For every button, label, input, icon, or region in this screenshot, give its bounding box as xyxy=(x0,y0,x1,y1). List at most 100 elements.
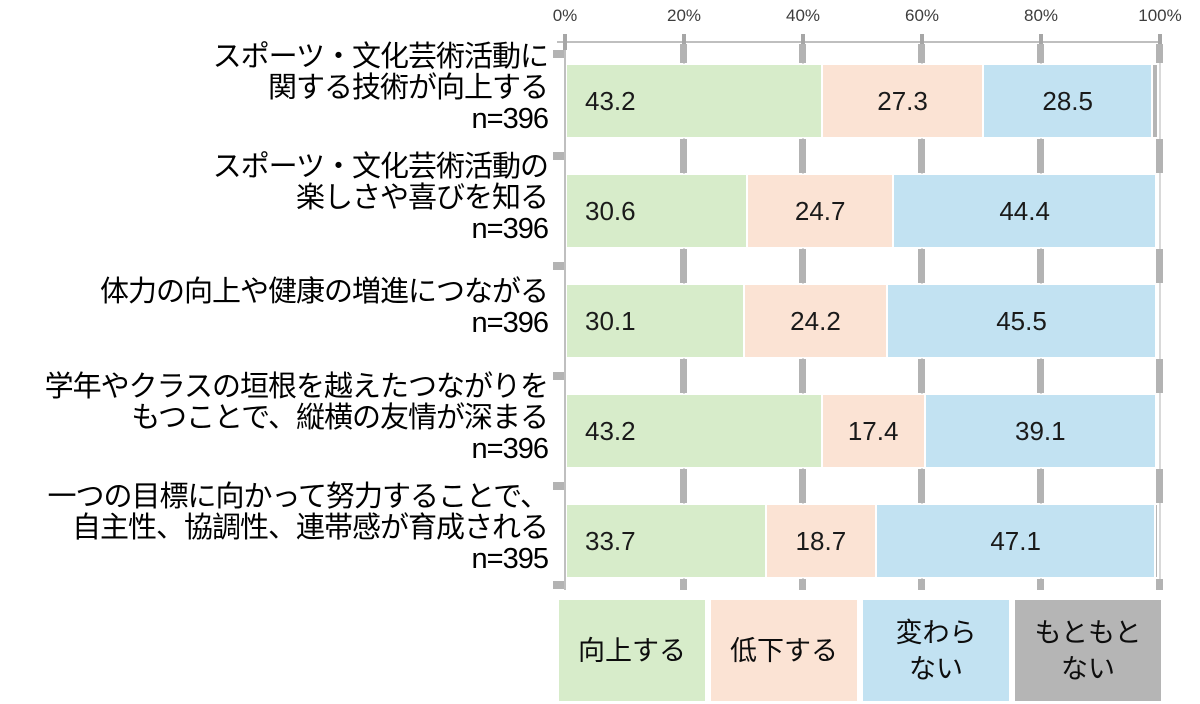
bar-value-label: 30.6 xyxy=(585,195,636,226)
x-axis-tick-label: 0% xyxy=(552,6,578,25)
gridline-tick-mark xyxy=(1037,44,1044,63)
gridline-tick-mark xyxy=(680,249,687,283)
category-label: 体力の向上や健康の増進につながる n=396 xyxy=(0,276,549,339)
category-label-line: 体力の向上や健康の増進につながる xyxy=(99,276,549,308)
bar-segment-series-1: 43.2 xyxy=(566,394,822,468)
category-label: 一つの目標に向かって努力することで、 自主性、協調性、連帯感が育成される n=395 xyxy=(0,480,549,575)
category-n-label: n=396 xyxy=(471,212,549,245)
gridline-tick-mark xyxy=(1156,469,1163,503)
category-n-label: n=396 xyxy=(471,307,549,339)
bar-segment-series-3: 44.4 xyxy=(893,174,1156,248)
category-label-line: 一つの目標に向かって努力することで、 xyxy=(47,480,549,513)
category-label-line: 楽しさや喜びを知る xyxy=(295,181,549,214)
bar-segment-series-2: 24.2 xyxy=(743,284,888,358)
bar-value-label: 43.2 xyxy=(585,415,636,446)
gridline-tick-mark xyxy=(1037,139,1044,173)
legend-item-label: 向上する xyxy=(578,635,686,666)
gridline-tick-mark xyxy=(918,469,925,503)
gridline-tick-mark xyxy=(799,139,806,173)
gridline-tick-mark xyxy=(1156,359,1163,393)
x-axis-tick-label: 100% xyxy=(1138,6,1182,25)
x-axis-tick-mark xyxy=(682,34,686,50)
legend-item-3: 変わら ない xyxy=(863,600,1009,701)
gridline-tick-mark xyxy=(1156,579,1163,590)
gridline-tick-mark xyxy=(1156,249,1163,283)
bar-value-label: 47.1 xyxy=(990,525,1041,556)
gridline-tick-mark xyxy=(799,359,806,393)
x-axis-tick-mark xyxy=(801,34,805,50)
gridline-tick-mark xyxy=(1037,249,1044,283)
gridline-tick-mark xyxy=(1156,44,1163,63)
bar-segment-series-2: 27.3 xyxy=(821,64,984,138)
x-axis-tick-mark xyxy=(920,34,924,50)
gridline-tick-mark xyxy=(918,44,925,63)
gridline-tick-mark xyxy=(680,579,687,590)
bar-segment-series-1: 43.2 xyxy=(566,64,822,138)
bar-value-label: 18.7 xyxy=(795,525,847,556)
legend-item-4: もともと ない xyxy=(1015,600,1161,701)
bar-row: 33.7 18.7 47.1 xyxy=(566,504,1158,578)
bar-segment-series-3: 28.5 xyxy=(983,64,1153,138)
bar-value-label: 27.3 xyxy=(877,85,928,116)
bar-value-label: 28.5 xyxy=(1042,85,1093,116)
x-axis-tick-label: 80% xyxy=(1023,6,1059,25)
gridline-tick-mark xyxy=(1037,469,1044,503)
bar-value-label: 30.1 xyxy=(585,305,636,336)
category-label-line: 関する技術が向上する xyxy=(267,71,549,104)
bar-value-label: 24.7 xyxy=(794,195,846,226)
y-axis-tick-mark xyxy=(553,580,564,589)
gridline-tick-mark xyxy=(680,359,687,393)
gridline xyxy=(1159,41,1161,590)
bar-segment-series-1: 30.1 xyxy=(566,284,744,358)
gridline-tick-mark xyxy=(918,579,925,590)
bar-row: 43.2 27.3 28.5 xyxy=(566,64,1158,138)
legend-item-label: 低下する xyxy=(730,635,838,666)
gridline-tick-mark xyxy=(799,44,806,63)
category-label-line: スポーツ・文化芸術活動の xyxy=(212,150,549,183)
x-axis-line xyxy=(557,41,1160,43)
bar-row: 43.2 17.4 39.1 xyxy=(566,394,1158,468)
y-axis-tick-mark xyxy=(553,482,564,490)
gridline-tick-mark xyxy=(799,579,806,590)
gridline-tick-mark xyxy=(1037,579,1044,590)
gridline-tick-mark xyxy=(1156,139,1163,173)
y-axis-tick-mark xyxy=(553,262,564,270)
legend-item-1: 向上する xyxy=(559,600,705,701)
gridline-tick-mark xyxy=(918,359,925,393)
bar-segment-series-1: 33.7 xyxy=(566,504,766,578)
gridline-tick-mark xyxy=(680,469,687,503)
bar-value-label: 39.1 xyxy=(1015,415,1066,446)
bar-row: 30.1 24.2 45.5 xyxy=(566,284,1159,358)
category-label-line: スポーツ・文化芸術活動に xyxy=(212,40,549,73)
gridline-tick-mark xyxy=(680,44,687,63)
category-n-label: n=396 xyxy=(471,432,549,465)
legend-item-2: 低下する xyxy=(711,600,857,701)
gridline-tick-mark xyxy=(1037,359,1044,393)
x-axis-tick-label: 20% xyxy=(666,6,702,25)
x-axis-tick-label: 40% xyxy=(785,6,821,25)
y-axis-tick-mark xyxy=(553,49,564,58)
gridline-tick-mark xyxy=(918,139,925,173)
bar-value-label: 45.5 xyxy=(996,305,1047,336)
x-axis-tick-mark xyxy=(1039,34,1043,50)
bar-value-label: 43.2 xyxy=(585,85,636,116)
gridline-tick-mark xyxy=(918,249,925,283)
gridline-tick-mark xyxy=(680,139,687,173)
bar-segment-series-2: 24.7 xyxy=(747,174,894,248)
legend-item-label: ない xyxy=(1061,653,1115,684)
category-label: 学年やクラスの垣根を越えたつながりを もつことで、縦横の友情が深まる n=396 xyxy=(0,370,549,465)
bar-segment-series-4 xyxy=(1156,394,1158,468)
category-label: スポーツ・文化芸術活動に 関する技術が向上する n=396 xyxy=(0,40,549,135)
bar-segment-series-3: 39.1 xyxy=(924,394,1156,468)
gridline-tick-mark xyxy=(799,249,806,283)
bar-value-label: 24.2 xyxy=(790,305,841,336)
y-axis-line xyxy=(564,41,566,590)
bar-segment-series-4 xyxy=(1152,64,1158,138)
bar-segment-series-4 xyxy=(1156,284,1159,358)
bar-value-label: 33.7 xyxy=(585,525,636,556)
bar-value-label: 17.4 xyxy=(847,415,899,446)
y-axis-tick-mark xyxy=(553,372,564,380)
category-label-line: 学年やクラスの垣根を越えたつながりを xyxy=(44,370,549,403)
legend-item-label: もともと xyxy=(1034,617,1142,648)
gridline-tick-mark xyxy=(799,469,806,503)
